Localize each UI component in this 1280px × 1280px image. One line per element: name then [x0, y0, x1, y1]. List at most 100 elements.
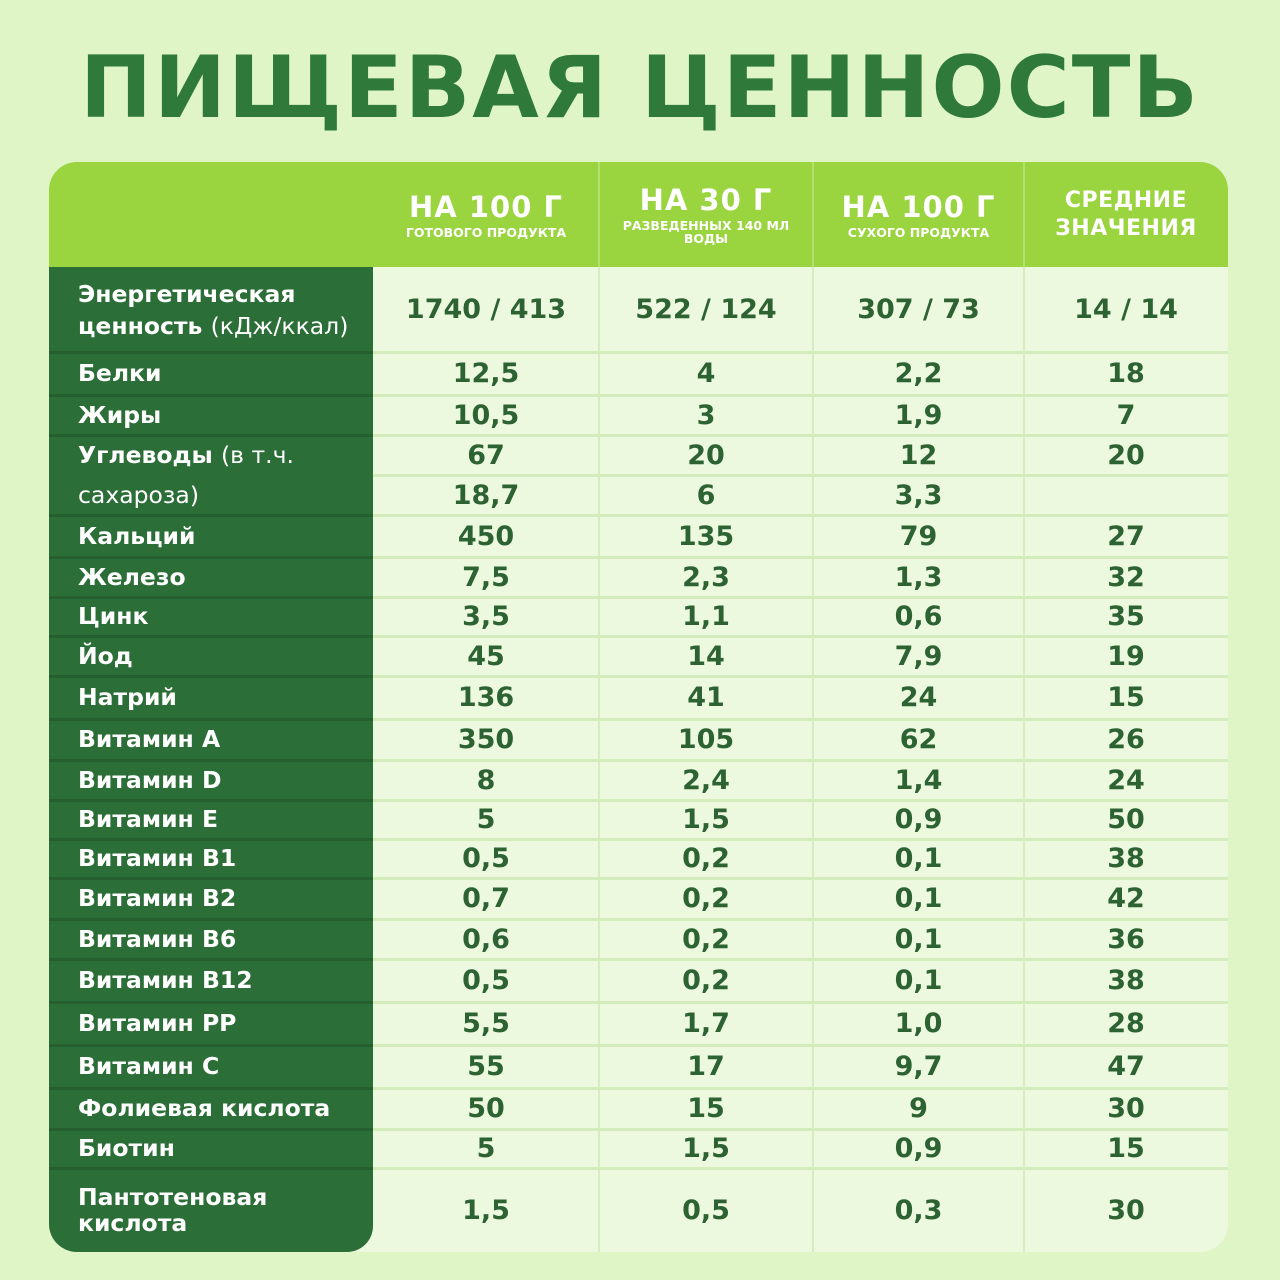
table-cell: 136 — [457, 682, 515, 713]
table-cell: 38 — [1107, 843, 1145, 874]
table-cell: 5,5 — [462, 1008, 510, 1039]
label-divider — [49, 1087, 373, 1090]
table-header — [49, 162, 1228, 267]
table-cell: 0,6 — [462, 923, 510, 955]
table-cell: 30 — [1107, 1194, 1145, 1226]
table-cell: 24 — [1107, 764, 1145, 796]
table-cell: 15 — [1107, 682, 1145, 713]
table-cell: 450 — [457, 520, 515, 552]
table-cell: 1,0 — [894, 1008, 943, 1039]
table-cell: 42 — [1107, 883, 1145, 914]
table-cell: 8 — [476, 764, 496, 796]
table-cell: 67 — [467, 439, 505, 471]
row-label-text: Витамин B2 — [78, 884, 237, 912]
row-label-text: Жиры — [78, 400, 162, 429]
table-cell: 14 — [687, 640, 725, 672]
column-header-main: НА 100 Г — [409, 189, 563, 224]
row-label-text: Биотин — [78, 1134, 175, 1162]
row-divider — [373, 958, 1228, 961]
table-cell: 32 — [1107, 561, 1145, 593]
label-divider — [49, 675, 373, 678]
header-divider — [812, 162, 814, 267]
row-label: Витамин А — [78, 719, 368, 760]
table-cell: 1,9 — [894, 399, 943, 431]
row-label: Фолиевая кислота — [78, 1088, 368, 1129]
row-label: Энергетическая ценность (кДж/ккал) — [78, 267, 368, 352]
column-header-main: НА 100 Г — [841, 189, 996, 224]
row-label: Витамин B12 — [78, 959, 368, 1002]
row-label-text: Кальций — [78, 521, 196, 550]
row-label-text: Цинк — [78, 602, 149, 630]
table-cell: 62 — [899, 724, 938, 755]
row-label-note: (кДж/ккал) — [210, 311, 349, 340]
row-label-text: Белки — [78, 359, 162, 387]
row-label-text: Энергетическая ценность — [78, 279, 296, 340]
table-cell: 0,5 — [462, 843, 510, 874]
header-divider — [1023, 162, 1025, 267]
row-label-text: Фолиевая кислота — [78, 1094, 331, 1122]
page-title: ПИЩЕВАЯ ЦЕННОСТЬ — [80, 38, 1200, 138]
table-cell: 50 — [1107, 804, 1145, 835]
row-label-text: Витамин D — [78, 765, 222, 794]
row-label-text: Витамин PP — [78, 1009, 237, 1037]
table-cell: 28 — [1107, 1008, 1145, 1039]
table-cell: 0,2 — [682, 965, 730, 996]
table-cell: 79 — [899, 520, 938, 552]
row-label: Витамин С — [78, 1045, 368, 1088]
header-divider — [598, 162, 600, 267]
table-cell: 0,7 — [462, 883, 510, 914]
row-divider — [373, 394, 1228, 397]
table-cell: 1,7 — [682, 1008, 730, 1039]
row-label: Витамин B2 — [78, 878, 368, 919]
row-divider — [373, 718, 1228, 721]
label-divider — [49, 838, 373, 841]
row-label-note: сахароза) — [78, 480, 199, 509]
row-label-text: Пантотеновая кислота — [78, 1183, 268, 1237]
table-cell: 350 — [457, 724, 515, 755]
table-cell: 1740 / 413 — [405, 294, 567, 325]
row-label: Биотин — [78, 1129, 368, 1168]
table-cell: 3,3 — [894, 479, 943, 511]
row-label: Витамин D — [78, 760, 368, 800]
table-cell: 0,3 — [894, 1194, 943, 1226]
table-cell: 55 — [467, 1051, 505, 1082]
row-divider — [373, 556, 1228, 559]
label-divider — [49, 1044, 373, 1047]
table-cell: 7 — [1116, 399, 1136, 431]
table-cell: 0,1 — [894, 883, 943, 914]
table-cell: 0,2 — [682, 883, 730, 914]
column-divider — [598, 162, 600, 1252]
table-cell: 0,1 — [894, 923, 943, 955]
table-cell — [1024, 475, 1228, 515]
row-label-text: Витамин С — [78, 1052, 220, 1080]
table-cell: 7,9 — [894, 640, 943, 672]
table-cell: 38 — [1107, 965, 1145, 996]
table-cell: 9,7 — [894, 1051, 943, 1082]
column-header-line: СРЕДНИЕ — [1064, 187, 1188, 213]
table-cell: 12 — [899, 439, 938, 471]
table-cell: 0,9 — [894, 804, 943, 835]
table-cell: 27 — [1107, 520, 1145, 552]
row-label: Витамин B6 — [78, 919, 368, 959]
row-divider — [373, 635, 1228, 638]
row-label-text: Витамин B1 — [78, 844, 237, 872]
table-cell: 1,5 — [682, 804, 730, 835]
label-divider — [49, 918, 373, 921]
row-divider — [373, 1087, 1228, 1090]
column-header-sub: СУХОГО ПРОДУКТА — [847, 224, 990, 240]
table-cell: 0,6 — [894, 601, 943, 632]
label-divider — [49, 1128, 373, 1131]
table-cell: 7,5 — [462, 561, 510, 593]
row-label: Йод — [78, 636, 368, 676]
table-cell: 24 — [899, 682, 938, 713]
table-cell: 5 — [476, 1133, 496, 1164]
row-label: сахароза) — [78, 475, 368, 515]
table-cell: 36 — [1107, 923, 1145, 955]
column-divider — [812, 162, 814, 1252]
row-label-text: Натрий — [78, 683, 177, 711]
label-divider — [49, 514, 373, 517]
table-cell: 2,4 — [682, 764, 730, 796]
label-divider — [49, 799, 373, 802]
column-header-2: НА 30 Г РАЗВЕДЕННЫХ 140 МЛ ВОДЫ — [599, 162, 813, 267]
row-label: Цинк — [78, 597, 368, 636]
